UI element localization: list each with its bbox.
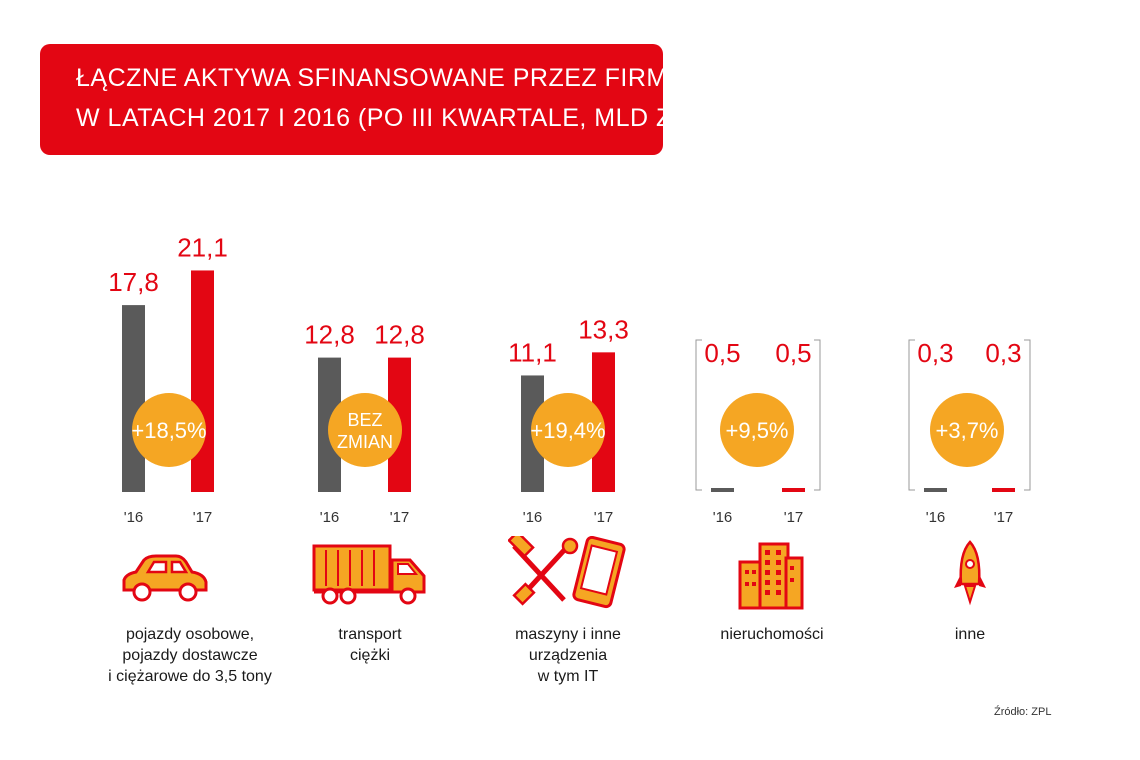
bar-16-0 xyxy=(122,305,145,492)
value-label: 11,1 xyxy=(508,337,557,367)
year-label: '16 xyxy=(523,509,543,526)
year-label: '17 xyxy=(390,509,410,526)
tools-tablet-icon xyxy=(508,536,626,609)
chart-title-line-2: W LATACH 2017 I 2016 (PO III KWARTALE, M… xyxy=(76,104,696,132)
truck-icon xyxy=(312,544,426,605)
year-label: '16 xyxy=(124,509,144,526)
bar-17-3 xyxy=(782,488,805,492)
value-label: 21,1 xyxy=(177,232,228,262)
change-badge xyxy=(930,393,1004,467)
bracket-right xyxy=(1024,339,1031,491)
chart-title-line-1: ŁĄCZNE AKTYWA SFINANSOWANE PRZEZ FIRMY L… xyxy=(76,64,865,92)
value-label: 12,8 xyxy=(374,320,425,350)
change-badge xyxy=(531,393,605,467)
title-banner: ŁĄCZNE AKTYWA SFINANSOWANE PRZEZ FIRMY L… xyxy=(40,44,864,155)
category-label: maszyny i inne urządzenia w tym IT xyxy=(515,626,621,685)
bar-16-4 xyxy=(924,488,947,492)
value-label: 0,3 xyxy=(985,338,1021,368)
year-label: '17 xyxy=(193,509,213,526)
category-label: pojazdy osobowe, pojazdy dostawcze i cięża… xyxy=(108,626,272,685)
year-label: '17 xyxy=(994,509,1014,526)
bar-17-0 xyxy=(191,270,214,492)
value-label: 0,5 xyxy=(704,338,740,368)
change-badge xyxy=(328,393,402,467)
change-label: +18,5% xyxy=(131,418,206,443)
change-label: BEZ ZMIAN xyxy=(337,410,393,452)
category-label: inne xyxy=(954,626,986,643)
source-note: Źródło: ZPL xyxy=(994,706,1052,718)
year-label: '16 xyxy=(926,509,946,526)
value-label: 17,8 xyxy=(108,267,159,297)
bracket-right xyxy=(814,339,821,491)
bar-16-3 xyxy=(711,488,734,492)
category-label: transport ciężki xyxy=(338,626,402,664)
change-label: +19,4% xyxy=(530,418,605,443)
change-label: +3,7% xyxy=(936,418,999,443)
bracket-left xyxy=(695,339,702,491)
change-badge xyxy=(132,393,206,467)
car-icon xyxy=(122,554,208,602)
year-label: '17 xyxy=(784,509,804,526)
category-label: nieruchomości xyxy=(720,626,824,643)
rocket-icon xyxy=(954,540,986,606)
value-label: 12,8 xyxy=(304,320,355,350)
year-label: '17 xyxy=(594,509,614,526)
value-label: 13,3 xyxy=(578,314,629,344)
value-label: 0,3 xyxy=(917,338,953,368)
year-label: '16 xyxy=(320,509,340,526)
value-label: 0,5 xyxy=(775,338,811,368)
bar-17-4 xyxy=(992,488,1015,492)
change-badge xyxy=(720,393,794,467)
building-icon xyxy=(738,542,804,610)
bracket-left xyxy=(908,339,915,491)
change-label: +9,5% xyxy=(726,418,789,443)
year-label: '16 xyxy=(713,509,733,526)
